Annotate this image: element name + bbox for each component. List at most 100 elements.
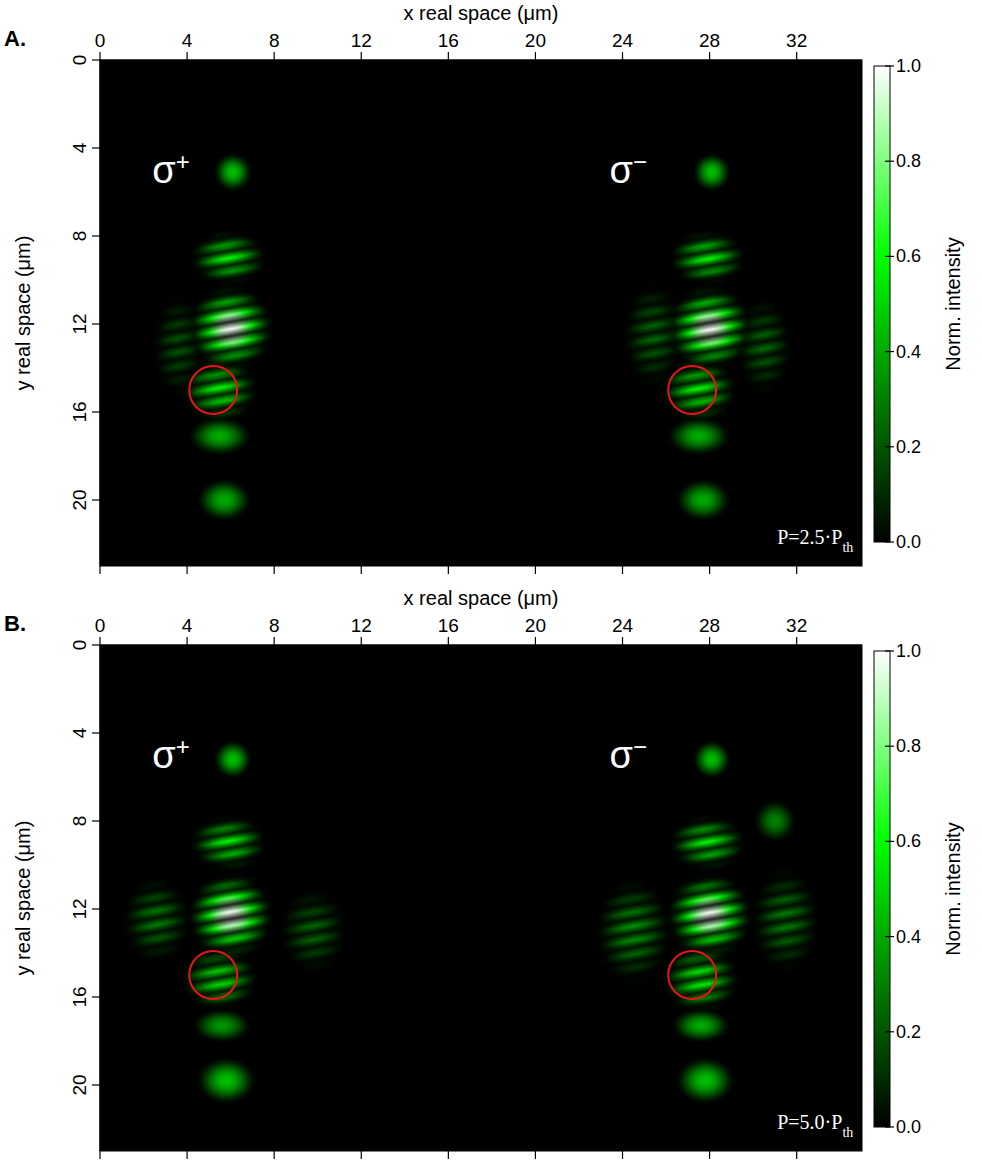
x-tick-label: 8 — [269, 30, 280, 51]
colorbar-tick-label: 0.0 — [896, 1117, 921, 1137]
x-tick-label: 28 — [699, 30, 720, 51]
colorbar-tick-label: 0.2 — [896, 437, 921, 457]
x-tick — [99, 52, 100, 60]
x-tick — [361, 566, 362, 574]
annotation: σ− — [609, 148, 646, 192]
emission-spot — [751, 865, 821, 975]
colorbar-tick — [885, 541, 894, 542]
x-tick — [186, 566, 187, 574]
emission-spot — [675, 1056, 736, 1104]
x-tick — [274, 637, 275, 645]
emission-spot — [187, 872, 274, 960]
x-tick — [361, 52, 362, 60]
colorbar-tick — [885, 1126, 894, 1127]
x-tick-label: 28 — [699, 615, 720, 636]
x-tick-label: 20 — [525, 30, 546, 51]
x-tick — [535, 566, 536, 574]
panel-label: A. — [4, 26, 26, 51]
plot-frame — [100, 645, 862, 1151]
y-tick-label: 8 — [69, 816, 90, 827]
emission-spot — [662, 944, 740, 1014]
emission-spot — [279, 887, 349, 975]
x-axis-title: x real space (μm) — [404, 587, 559, 609]
x-tick — [709, 566, 710, 574]
x-tick-label: 4 — [182, 615, 193, 636]
y-tick-label: 12 — [69, 313, 90, 334]
x-axis-line — [100, 59, 862, 60]
colorbar-tick — [885, 161, 894, 162]
x-tick — [274, 566, 275, 574]
y-tick-label: 8 — [69, 231, 90, 242]
colorbar-tick — [885, 256, 894, 257]
x-tick — [709, 637, 710, 645]
x-tick-label: 32 — [786, 615, 807, 636]
colorbar-tick-label: 0.8 — [896, 151, 921, 171]
emission-spot — [196, 478, 253, 522]
x-tick — [709, 1151, 710, 1159]
y-axis-title: y real space (μm) — [12, 821, 34, 976]
emission-spot — [152, 291, 204, 401]
panel-label: B. — [4, 611, 26, 636]
y-tick-label: 0 — [69, 640, 90, 651]
x-tick — [361, 1151, 362, 1159]
x-tick — [186, 637, 187, 645]
annotation: P=5.0·Pth — [777, 1111, 853, 1140]
y-axis-title: y real space (μm) — [12, 236, 34, 391]
colorbar-tick — [885, 650, 894, 651]
x-tick — [796, 1151, 797, 1159]
y-tick-label: 4 — [69, 727, 90, 738]
x-tick — [448, 52, 449, 60]
x-tick-label: 24 — [612, 30, 634, 51]
emission-spot — [692, 740, 731, 780]
emission-spot — [692, 152, 731, 192]
plot-background — [100, 60, 862, 566]
y-tick-label: 20 — [69, 489, 90, 510]
emission-spot — [213, 740, 252, 780]
x-tick — [796, 566, 797, 574]
x-tick — [535, 1151, 536, 1159]
colorbar — [874, 66, 890, 542]
y-tick — [92, 499, 100, 500]
x-tick-label: 20 — [525, 615, 546, 636]
x-tick-label: 4 — [182, 30, 193, 51]
image — [100, 645, 862, 1151]
emission-spot — [666, 416, 731, 456]
marker-circle — [668, 951, 716, 999]
x-tick-label: 12 — [351, 30, 372, 51]
y-tick — [92, 820, 100, 821]
x-tick — [448, 1151, 449, 1159]
emission-spot — [196, 1056, 257, 1104]
y-tick — [92, 996, 100, 997]
y-tick — [92, 235, 100, 236]
emission-spot — [122, 876, 192, 964]
emission-spot — [181, 946, 259, 1012]
x-tick — [709, 52, 710, 60]
colorbar-tick — [885, 936, 894, 937]
x-tick — [448, 566, 449, 574]
x-tick — [796, 52, 797, 60]
emission-spot — [187, 416, 252, 456]
colorbar-tick-label: 0.4 — [896, 342, 921, 362]
x-tick — [796, 637, 797, 645]
colorbar-tick-label: 0.6 — [896, 246, 921, 266]
emission-spot — [594, 876, 672, 986]
y-axis-line — [99, 645, 100, 1151]
y-axis-line — [99, 60, 100, 566]
x-tick — [622, 1151, 623, 1159]
colorbar-title: Norm. intensity — [942, 237, 964, 370]
x-tick — [99, 566, 100, 574]
x-tick-label: 32 — [786, 30, 807, 51]
x-tick — [99, 637, 100, 645]
annotation: P=2.5·Pth — [777, 526, 853, 555]
y-tick-label: 16 — [69, 986, 90, 1007]
x-tick — [99, 1151, 100, 1159]
y-tick-label: 4 — [69, 142, 90, 153]
plot-frame — [100, 60, 862, 566]
colorbar-tick — [885, 351, 894, 352]
colorbar — [874, 651, 890, 1127]
colorbar-tick-label: 0.2 — [896, 1022, 921, 1042]
y-tick — [92, 908, 100, 909]
x-tick-label: 0 — [95, 30, 106, 51]
x-tick — [274, 52, 275, 60]
emission-spot — [668, 814, 746, 871]
